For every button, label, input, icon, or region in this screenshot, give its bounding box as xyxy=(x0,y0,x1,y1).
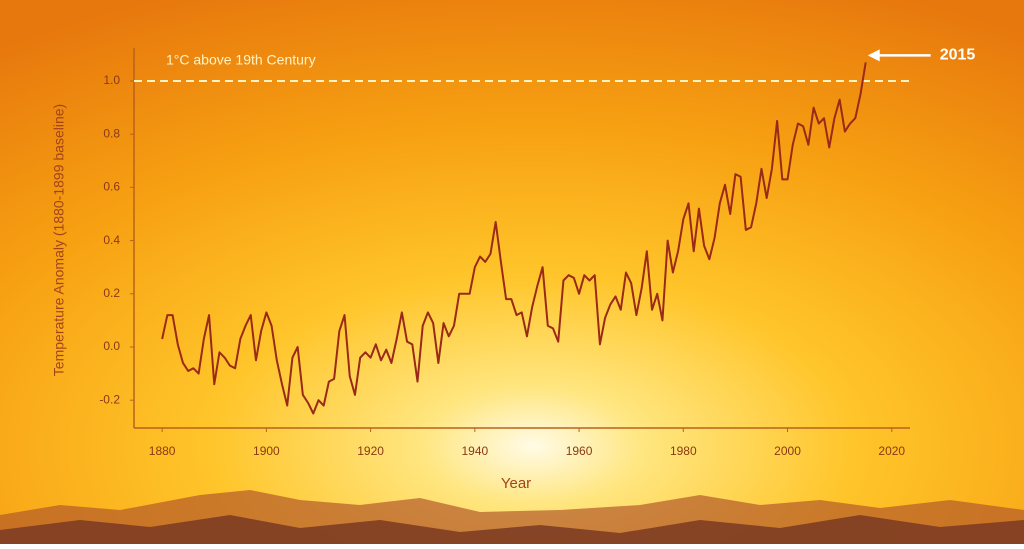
y-tick-label: 0.8 xyxy=(103,126,120,140)
x-tick-label: 1960 xyxy=(566,444,593,458)
y-tick-label: 0.0 xyxy=(103,339,120,353)
y-tick-label: 0.2 xyxy=(103,286,120,300)
reference-label: 1°C above 19th Century xyxy=(166,52,316,68)
annotation-label: 2015 xyxy=(940,47,976,64)
x-tick-label: 1980 xyxy=(670,444,697,458)
x-tick-label: 2000 xyxy=(774,444,801,458)
y-tick-label: 0.4 xyxy=(103,233,120,247)
y-tick-label: 0.6 xyxy=(103,180,120,194)
mountains-front xyxy=(0,515,1024,544)
x-tick-label: 2020 xyxy=(878,444,905,458)
x-tick-label: 1880 xyxy=(149,444,176,458)
temperature-line xyxy=(161,62,867,415)
x-tick-label: 1920 xyxy=(357,444,384,458)
x-tick-label: 1940 xyxy=(461,444,488,458)
y-tick-label: -0.2 xyxy=(99,392,120,406)
y-axis-label: Temperature Anomaly (1880-1899 baseline) xyxy=(51,104,67,376)
y-tick-label: 1.0 xyxy=(103,73,120,87)
x-axis-label: Year xyxy=(501,475,531,492)
annotation-arrowhead xyxy=(867,49,880,62)
x-tick-label: 1900 xyxy=(253,444,280,458)
